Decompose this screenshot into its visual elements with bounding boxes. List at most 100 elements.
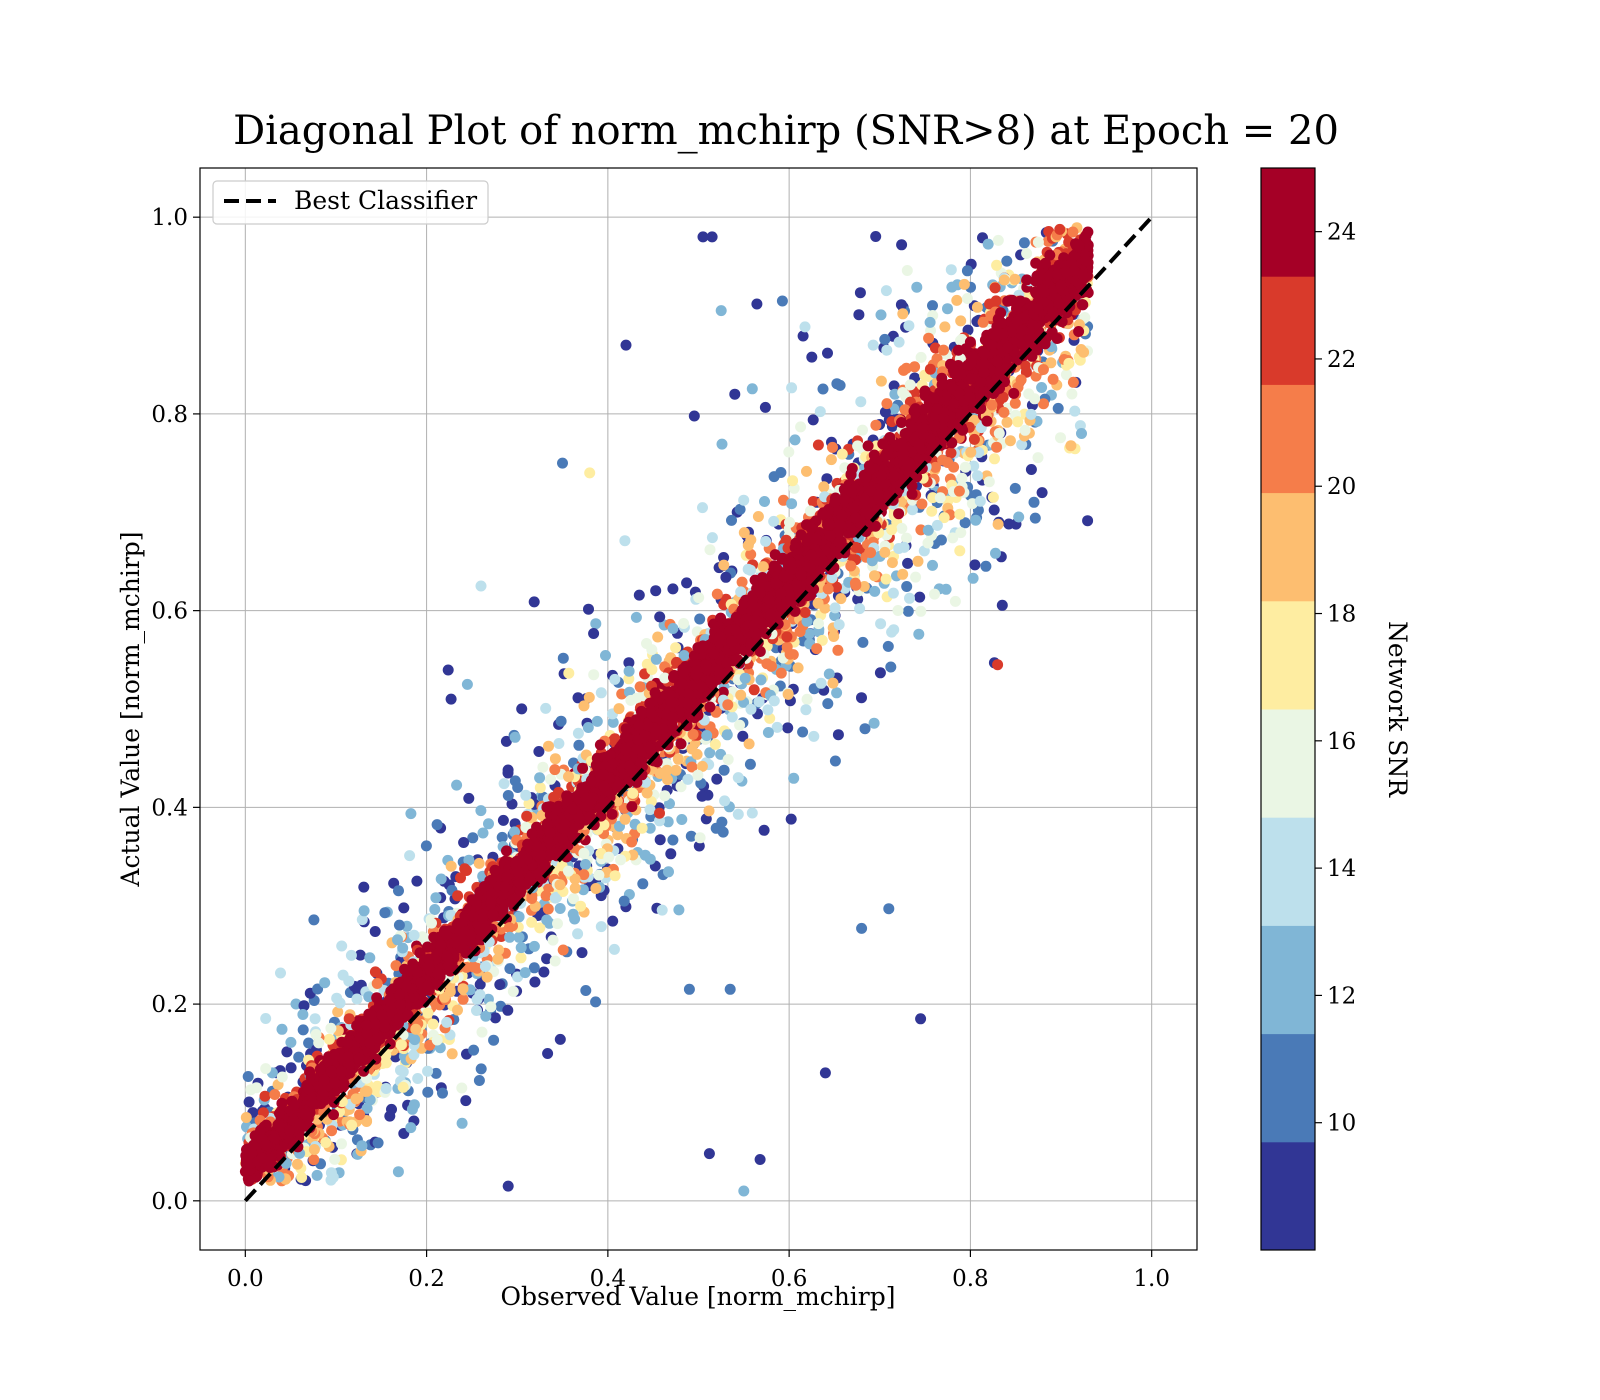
scatter-point [332, 1006, 344, 1018]
scatter-point [1013, 511, 1025, 523]
scatter-point [603, 851, 615, 863]
scatter-point [718, 559, 730, 571]
scatter-point [880, 573, 892, 585]
scatter-point [552, 918, 563, 930]
scatter-point [259, 1090, 271, 1102]
scatter-point [578, 700, 590, 712]
scatter-point [788, 772, 800, 784]
scatter-point [441, 1016, 453, 1028]
scatter-point [1032, 452, 1044, 464]
scatter-point [319, 977, 331, 989]
scatter-point [959, 517, 971, 529]
scatter-point [748, 684, 760, 696]
scatter-point [326, 1125, 338, 1137]
scatter-point [405, 1122, 417, 1134]
scatter-point [896, 239, 908, 251]
scatter-point [875, 618, 887, 630]
scatter-point [688, 410, 700, 422]
scatter-point [456, 1117, 468, 1129]
scatter-point [799, 321, 811, 333]
scatter-point [534, 922, 546, 934]
scatter-point [479, 961, 491, 972]
scatter-point [563, 667, 575, 679]
scatter-point [726, 711, 738, 723]
scatter-point [867, 339, 879, 351]
scatter-point [1073, 326, 1085, 337]
scatter-point [822, 583, 834, 595]
scatter-point [656, 904, 668, 916]
scatter-point [541, 914, 553, 926]
scatter-point [320, 1137, 332, 1148]
scatter-point [711, 588, 723, 600]
scatter-point [678, 618, 690, 629]
scatter-point [275, 967, 286, 979]
scatter-point [969, 559, 981, 571]
scatter-point [513, 911, 525, 923]
scatter-point [1038, 398, 1049, 410]
scatter-point [915, 605, 927, 617]
scatter-point [1003, 518, 1015, 530]
scatter-point [352, 985, 364, 997]
scatter-point [310, 1029, 322, 1040]
scatter-point [356, 1140, 368, 1152]
scatter-point [554, 879, 566, 891]
scatter-point [709, 738, 721, 750]
scatter-point [593, 869, 605, 881]
scatter-point [422, 1007, 434, 1019]
scatter-point [911, 281, 923, 293]
scatter-point [654, 611, 666, 623]
scatter-point [760, 535, 772, 547]
scatter-point [771, 721, 783, 733]
scatter-point [461, 865, 472, 876]
scatter-point [832, 729, 844, 741]
scatter-point [751, 298, 763, 310]
scatter-point [637, 878, 649, 890]
scatter-point [572, 928, 584, 940]
scatter-point [430, 1067, 442, 1079]
scatter-point [686, 761, 698, 773]
scatter-point [408, 929, 420, 941]
scatter-point [789, 434, 801, 446]
plot-area: 0.0 0.2 0.4 0.6 0.8 1.0 0.00.20.40.60.81.0 [151, 167, 1198, 1292]
scatter-point [720, 571, 732, 583]
scatter-point [849, 577, 861, 589]
scatter-point [1036, 487, 1048, 499]
scatter-point [406, 1103, 418, 1115]
scatter-point [775, 667, 787, 679]
scatter-point [549, 764, 561, 776]
scatter-point [358, 881, 370, 893]
scatter-point [345, 949, 357, 961]
scatter-point [929, 588, 940, 600]
scatter-point [654, 834, 666, 846]
scatter-point [745, 564, 756, 576]
scatter-point [573, 739, 585, 751]
scatter-point [953, 485, 965, 497]
scatter-point [888, 380, 900, 392]
scatter-point [717, 826, 729, 838]
scatter-point [799, 607, 811, 618]
scatter-point [1066, 388, 1078, 400]
scatter-point [881, 344, 893, 356]
scatter-point [654, 815, 665, 827]
scatter-point [457, 993, 469, 1005]
scatter-point [745, 548, 757, 560]
scatter-point [468, 1044, 480, 1056]
scatter-point [504, 963, 516, 975]
scatter-point [618, 895, 630, 907]
scatter-point [591, 715, 603, 727]
scatter-point [822, 698, 834, 710]
scatter-point [904, 592, 915, 604]
scatter-point [590, 996, 602, 1008]
scatter-point [711, 773, 723, 785]
scatter-point [1019, 424, 1031, 436]
scatter-point [471, 1005, 482, 1016]
scatter-point [463, 792, 475, 804]
scatter-point [442, 664, 454, 676]
scatter-point [926, 505, 938, 517]
scatter-point [825, 454, 837, 466]
scatter-point [852, 440, 864, 452]
scatter-point [672, 753, 684, 765]
scatter-point [1021, 248, 1033, 259]
scatter-point [369, 966, 381, 978]
scatter-point [792, 662, 804, 674]
